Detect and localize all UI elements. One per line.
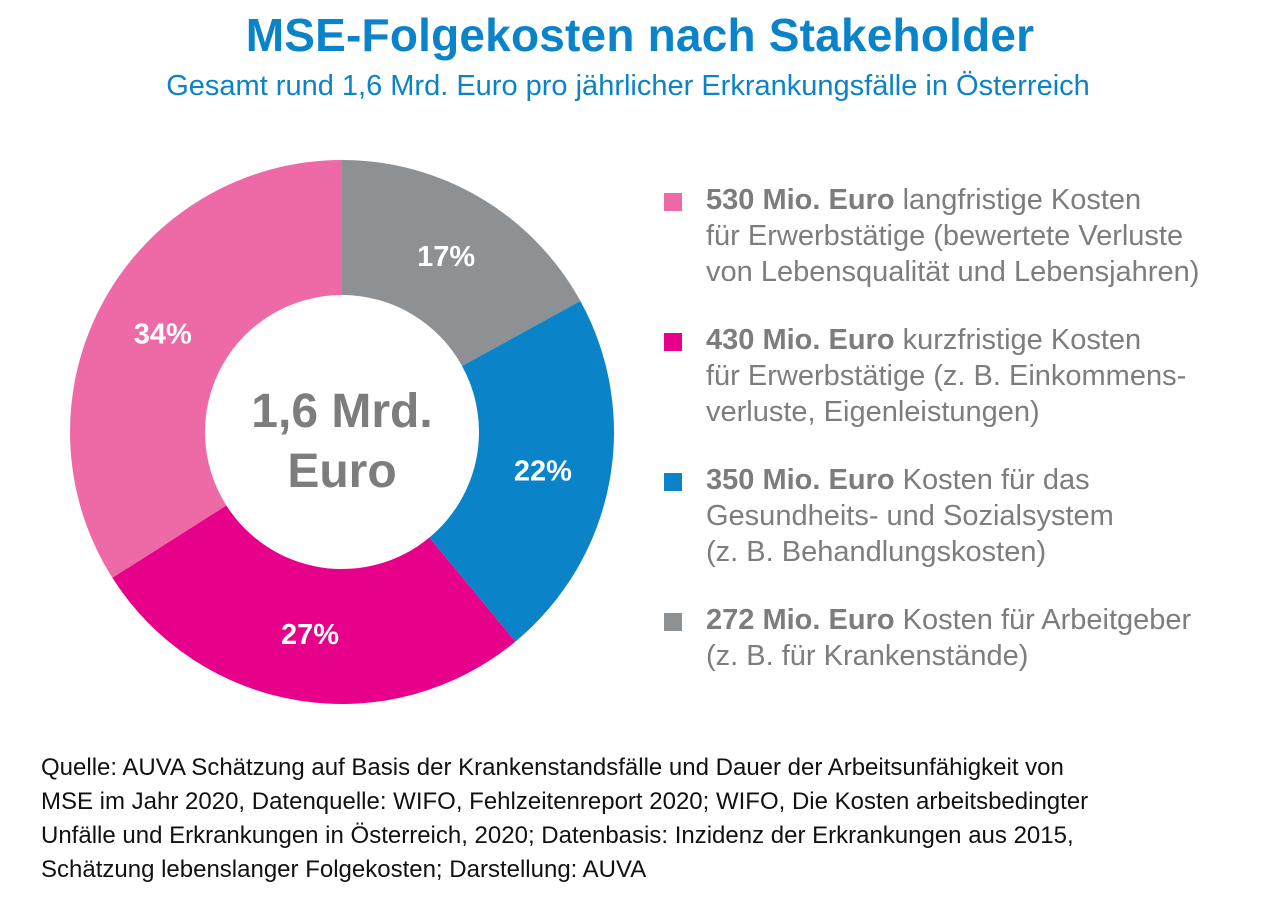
legend-amount: 350 Mio. Euro [706, 464, 895, 496]
source-line: Unfälle und Erkrankungen in Österreich, … [41, 822, 1074, 849]
legend-swatch [664, 473, 682, 491]
slice-label-health_system: 22% [514, 455, 572, 487]
pie-slice-long_term [70, 160, 343, 578]
donut-chart: 17% 22% 27% 34% 1,6 Mrd. Euro [70, 160, 614, 704]
slice-label-long_term: 34% [134, 318, 192, 350]
legend-item-employer: 272 Mio. Euro Kosten für Arbeitgeber (z. … [664, 602, 1274, 674]
source-note: Quelle: AUVA Schätzung auf Basis der Kra… [41, 751, 1251, 887]
legend-item-short_term: 430 Mio. Euro kurzfristige Kosten für Erw… [664, 322, 1274, 430]
legend-text-line: für Erwerbstätige (bewertete Verluste [706, 220, 1184, 252]
source-line: MSE im Jahr 2020, Datenquelle: WIFO, Feh… [41, 788, 1089, 815]
source-line: Schätzung lebenslanger Folgekosten; Dars… [41, 856, 647, 883]
legend-amount: 530 Mio. Euro [706, 184, 895, 216]
legend-swatch [664, 613, 682, 631]
pie-slice-employer [342, 160, 581, 366]
legend-amount: 272 Mio. Euro [706, 604, 895, 636]
source-line: Quelle: AUVA Schätzung auf Basis der Kra… [41, 754, 1064, 781]
chart-subtitle: Gesamt rund 1,6 Mrd. Euro pro jährlicher… [166, 70, 1090, 102]
legend-text-line: (z. B. für Krankenstände) [706, 640, 1029, 672]
slice-label-short_term: 27% [281, 619, 339, 651]
legend-swatch [664, 333, 682, 351]
chart-title: MSE-Folgekosten nach Stakeholder [245, 9, 1035, 61]
legend-text: kurzfristige Kosten [894, 324, 1142, 356]
legend-swatch [664, 193, 682, 211]
legend-text: Kosten für Arbeitgeber [894, 604, 1192, 636]
legend: 530 Mio. Euro langfristige Kosten für Erw… [664, 182, 1274, 706]
legend-item-health_system: 350 Mio. Euro Kosten für das Gesundheits-… [664, 462, 1274, 570]
legend-text-line: (z. B. Behandlungskosten) [706, 536, 1047, 568]
legend-item-long_term: 530 Mio. Euro langfristige Kosten für Erw… [664, 182, 1274, 290]
legend-text-line: Gesundheits- und Sozialsystem [706, 500, 1114, 532]
legend-text: langfristige Kosten [894, 184, 1142, 216]
center-label-line: Euro [287, 445, 396, 498]
pie-slice-health_system [429, 300, 614, 642]
legend-text: Kosten für das [894, 464, 1090, 496]
slice-label-employer: 17% [417, 241, 475, 273]
legend-amount: 430 Mio. Euro [706, 324, 895, 356]
legend-text-line: für Erwerbstätige (z. B. Einkommens- [706, 360, 1187, 392]
center-label-line: 1,6 Mrd. [251, 385, 432, 438]
legend-text-line: von Lebensqualität und Lebensjahren) [706, 256, 1200, 288]
pie-slice-short_term [112, 505, 516, 704]
legend-text-line: verluste, Eigenleistungen) [706, 396, 1040, 428]
